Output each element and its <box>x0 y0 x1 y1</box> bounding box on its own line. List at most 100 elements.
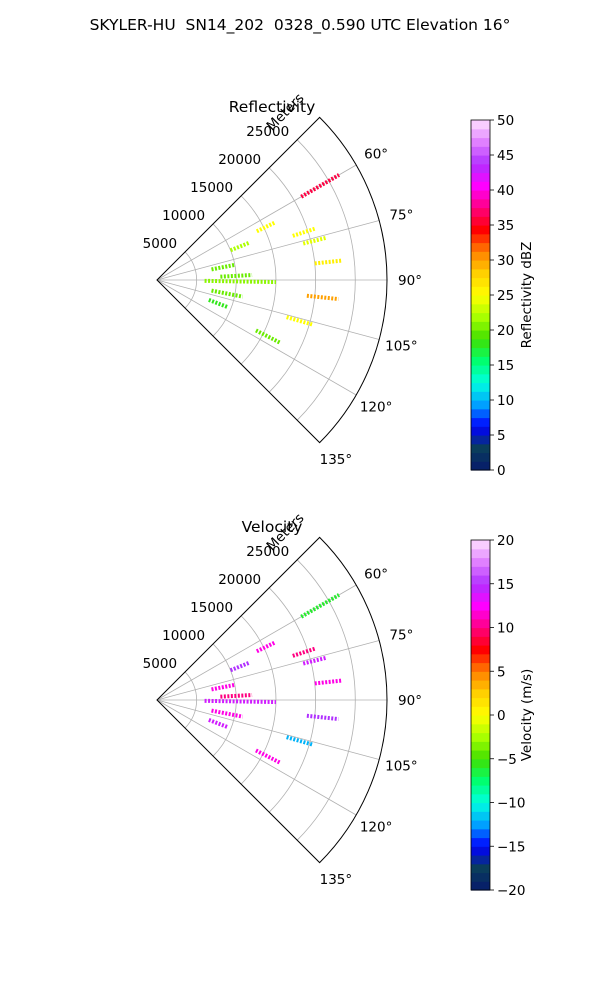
colorbar-segment <box>471 592 490 602</box>
colorbar-segment <box>471 636 490 646</box>
colorbar-segment <box>471 540 490 550</box>
figure-title: SKYLER-HU SN14_202 0328_0.590 UTC Elevat… <box>89 16 511 34</box>
colorbar-segment <box>471 828 490 839</box>
radial-tick-label: 15000 <box>190 180 233 196</box>
data-streak <box>302 655 327 666</box>
azimuth-tick-label: 120° <box>360 400 393 416</box>
azimuth-gridline <box>156 279 380 340</box>
colorbar-tick-label: 15 <box>497 577 514 593</box>
colorbar-segment <box>471 750 490 760</box>
colorbar-segment <box>471 557 490 567</box>
colorbar-segment <box>471 260 490 270</box>
data-streak <box>255 220 276 234</box>
data-streak <box>208 298 229 309</box>
colorbar-segment <box>471 286 490 296</box>
colorbar-tick-label: 0 <box>497 463 506 479</box>
colorbar-segment <box>471 268 490 279</box>
colorbar-segment <box>471 163 490 174</box>
polar-panel-2: 500010000150002000025000Meters60°75°90°1… <box>143 510 535 899</box>
colorbar-segment <box>471 461 490 471</box>
polar-panel-1: 500010000150002000025000Meters60°75°90°1… <box>143 90 535 479</box>
data-streak <box>302 235 327 246</box>
colorbar-segment <box>471 330 490 340</box>
colorbar-tick-label: 40 <box>497 183 514 199</box>
colorbar-segment <box>471 190 490 200</box>
colorbar-segment <box>471 128 490 139</box>
azimuth-tick-label: 105° <box>385 758 418 774</box>
colorbar-segment <box>471 855 490 865</box>
radial-tick-label: 25000 <box>246 124 289 140</box>
azimuth-tick-label: 60° <box>364 567 388 583</box>
data-streak <box>208 718 229 729</box>
colorbar-segment <box>471 706 490 716</box>
colorbar-segment <box>471 732 490 742</box>
radial-tick-label: 10000 <box>162 628 205 644</box>
radial-tick-label: 10000 <box>162 208 205 224</box>
data-streak <box>255 640 276 654</box>
colorbar-segment <box>471 688 490 699</box>
colorbar-tick-label: −15 <box>497 839 526 855</box>
azimuth-gridline <box>156 699 380 760</box>
data-streak <box>211 682 236 692</box>
colorbar-segment <box>471 417 490 427</box>
colorbar-segment <box>471 181 490 191</box>
colorbar-segment <box>471 277 490 287</box>
colorbar-segment <box>471 662 490 672</box>
azimuth-tick-label: 60° <box>364 147 388 163</box>
colorbar-segment <box>471 295 490 305</box>
colorbar-segment <box>471 741 490 751</box>
radial-tick-label: 20000 <box>218 572 261 588</box>
colorbar-tick-label: 20 <box>497 533 514 549</box>
data-streak <box>286 735 314 747</box>
data-streak <box>292 646 317 658</box>
colorbar-segment <box>471 408 490 419</box>
colorbar-segment <box>471 146 490 156</box>
colorbar-segment <box>471 776 490 786</box>
colorbar-tick-label: 10 <box>497 393 514 409</box>
colorbar-tick-label: 30 <box>497 253 514 269</box>
radial-tick-label: 15000 <box>190 600 233 616</box>
colorbar: 0 5 10 15 20 25 30 35 40 45 50 Reflectivity dBZ <box>470 113 535 479</box>
data-streak <box>229 661 250 673</box>
colorbar-segment <box>471 697 490 707</box>
azimuth-tick-label: 120° <box>360 820 393 836</box>
colorbar-tick-label: 35 <box>497 218 514 234</box>
azimuth-tick-label: 90° <box>398 273 422 289</box>
colorbar-segment <box>471 645 490 655</box>
data-streak <box>204 278 276 285</box>
colorbar-segment <box>471 583 490 594</box>
colorbar-segment <box>471 400 490 410</box>
data-streak <box>286 315 314 327</box>
colorbar-segment <box>471 198 490 209</box>
radial-tick-label: 20000 <box>218 152 261 168</box>
colorbar-segment <box>471 251 490 261</box>
colorbar-tick-label: 0 <box>497 708 506 724</box>
colorbar-segment <box>471 338 490 349</box>
colorbar-tick-label: 5 <box>497 664 506 680</box>
colorbar-segment <box>471 785 490 795</box>
colorbar-segment <box>471 820 490 830</box>
data-streak <box>300 173 341 199</box>
azimuth-tick-label: 105° <box>385 338 418 354</box>
colorbar-segment <box>471 312 490 322</box>
colorbar-segment <box>471 846 490 856</box>
data-streak <box>255 328 282 345</box>
colorbar-segment <box>471 155 490 165</box>
colorbar-segment <box>471 137 490 147</box>
colorbar-segment <box>471 548 490 559</box>
colorbar-tick-label: −10 <box>497 796 526 812</box>
colorbar-segment <box>471 391 490 401</box>
panel-title: Reflectivity <box>229 98 316 116</box>
colorbar-segment <box>471 207 490 217</box>
colorbar-label: Reflectivity dBZ <box>519 242 535 349</box>
azimuth-gridline <box>156 640 380 701</box>
colorbar-tick-label: 15 <box>497 358 514 374</box>
data-streak <box>220 693 253 699</box>
colorbar-tick-label: 45 <box>497 148 514 164</box>
colorbar-segment <box>471 373 490 384</box>
data-streak <box>211 708 244 719</box>
radial-tick-label: 25000 <box>246 544 289 560</box>
radial-tick-label: 5000 <box>143 236 177 252</box>
colorbar-segment <box>471 365 490 375</box>
